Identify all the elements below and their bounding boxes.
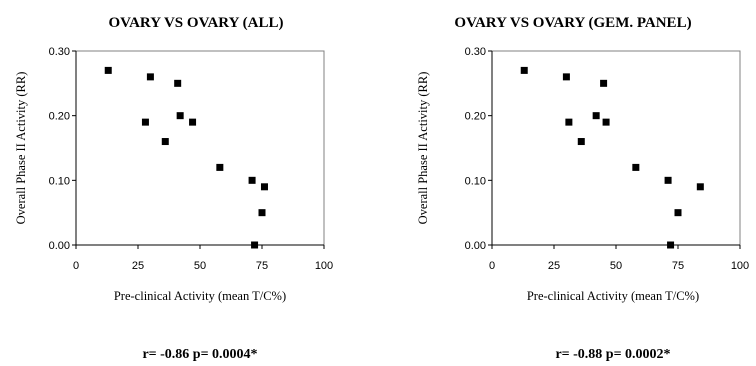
data-point xyxy=(258,209,266,217)
y-tick-label: 0.20 xyxy=(465,111,486,123)
x-axis-label: Pre-clinical Activity (mean T/C%) xyxy=(527,289,699,303)
data-point xyxy=(141,118,149,126)
axis-ticks: 0 25 50 75 100 0.00 0.10 0.20 0.30 xyxy=(465,46,750,272)
data-point xyxy=(174,79,182,87)
y-tick-label: 0.00 xyxy=(465,240,486,252)
x-tick-label: 25 xyxy=(132,260,144,272)
axis-ticks: 0 25 50 75 100 0.00 0.10 0.20 0.30 xyxy=(49,46,334,272)
data-point xyxy=(260,183,268,191)
data-point xyxy=(189,118,197,126)
data-point xyxy=(562,73,570,81)
data-point xyxy=(674,209,682,217)
x-tick-label: 0 xyxy=(489,260,495,272)
data-point xyxy=(577,138,585,146)
data-point xyxy=(632,163,640,171)
data-point xyxy=(146,73,154,81)
data-point xyxy=(664,176,672,184)
data-point xyxy=(216,163,224,171)
chart-title: OVARY VS OVARY (ALL) xyxy=(109,15,284,31)
data-point xyxy=(600,79,608,87)
data-point xyxy=(104,66,112,74)
x-tick-label: 75 xyxy=(256,260,268,272)
data-point xyxy=(161,138,169,146)
data-point xyxy=(176,112,184,120)
correlation-stats: r= -0.88 p= 0.0002* xyxy=(555,347,670,362)
chart-panel-ovary-gem-panel: OVARY VS OVARY (GEM. PANEL) Overall Phas… xyxy=(416,15,749,362)
data-point xyxy=(248,176,256,184)
x-tick-label: 100 xyxy=(731,260,749,272)
y-tick-label: 0.10 xyxy=(49,175,70,187)
data-point xyxy=(696,183,704,191)
y-tick-label: 0.30 xyxy=(49,46,70,58)
correlation-stats: r= -0.86 p= 0.0004* xyxy=(142,347,257,362)
data-point xyxy=(602,118,610,126)
y-axis-label: Overall Phase II Activity (RR) xyxy=(14,72,28,225)
data-points xyxy=(104,66,268,249)
plot-area xyxy=(491,50,741,246)
data-points xyxy=(520,66,704,249)
y-axis-label: Overall Phase II Activity (RR) xyxy=(416,72,430,225)
y-tick-label: 0.10 xyxy=(465,175,486,187)
x-tick-label: 0 xyxy=(73,260,79,272)
data-point xyxy=(565,118,573,126)
chart-title: OVARY VS OVARY (GEM. PANEL) xyxy=(454,15,691,31)
x-tick-label: 50 xyxy=(610,260,622,272)
data-point xyxy=(667,241,675,249)
data-point xyxy=(251,241,259,249)
y-tick-label: 0.00 xyxy=(49,240,70,252)
x-tick-label: 50 xyxy=(194,260,206,272)
plot-area xyxy=(75,50,325,246)
chart-panel-ovary-all: OVARY VS OVARY (ALL) Overall Phase II Ac… xyxy=(14,15,333,362)
x-tick-label: 25 xyxy=(548,260,560,272)
data-point xyxy=(592,112,600,120)
x-axis-label: Pre-clinical Activity (mean T/C%) xyxy=(114,289,286,303)
x-tick-label: 100 xyxy=(315,260,333,272)
data-point xyxy=(520,66,528,74)
y-tick-label: 0.30 xyxy=(465,46,486,58)
y-tick-label: 0.20 xyxy=(49,111,70,123)
x-tick-label: 75 xyxy=(672,260,684,272)
